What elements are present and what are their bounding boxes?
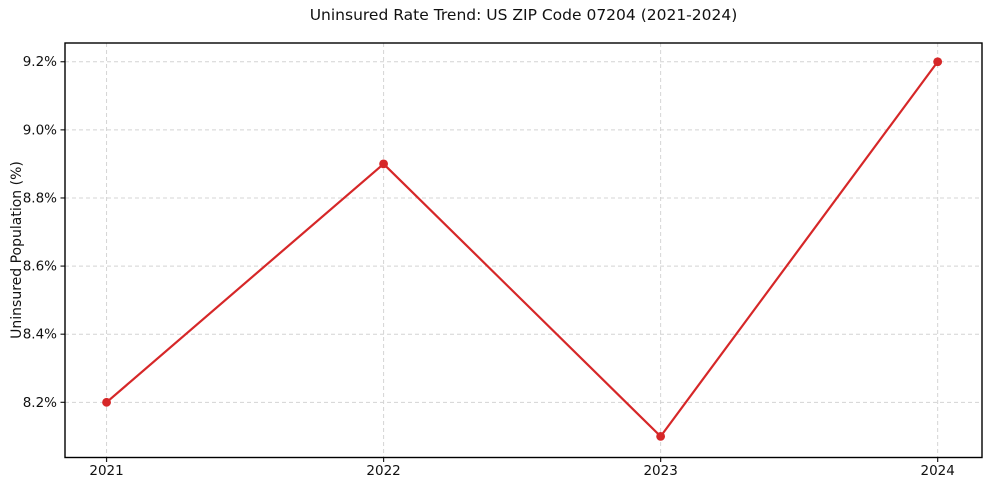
x-tick-label: 2021 (89, 463, 123, 479)
y-tick-label: 8.6% (23, 259, 57, 275)
y-tick-label: 8.8% (23, 190, 57, 206)
y-tick-label: 8.4% (23, 327, 57, 343)
y-tick-label: 8.2% (23, 395, 57, 411)
data-point-marker (102, 397, 111, 407)
trend-line (105, 60, 939, 438)
data-point-marker (656, 431, 666, 441)
y-tick-label: 9.2% (23, 54, 57, 70)
x-tick-label: 2023 (643, 463, 677, 479)
data-point-marker (933, 57, 943, 67)
x-tick-label: 2024 (920, 463, 954, 479)
x-tick-label: 2022 (366, 463, 400, 479)
chart-title: Uninsured Rate Trend: US ZIP Code 07204 … (309, 6, 738, 24)
plot-border (64, 42, 983, 459)
data-point-marker (379, 159, 388, 169)
y-tick-label: 9.0% (23, 122, 57, 138)
